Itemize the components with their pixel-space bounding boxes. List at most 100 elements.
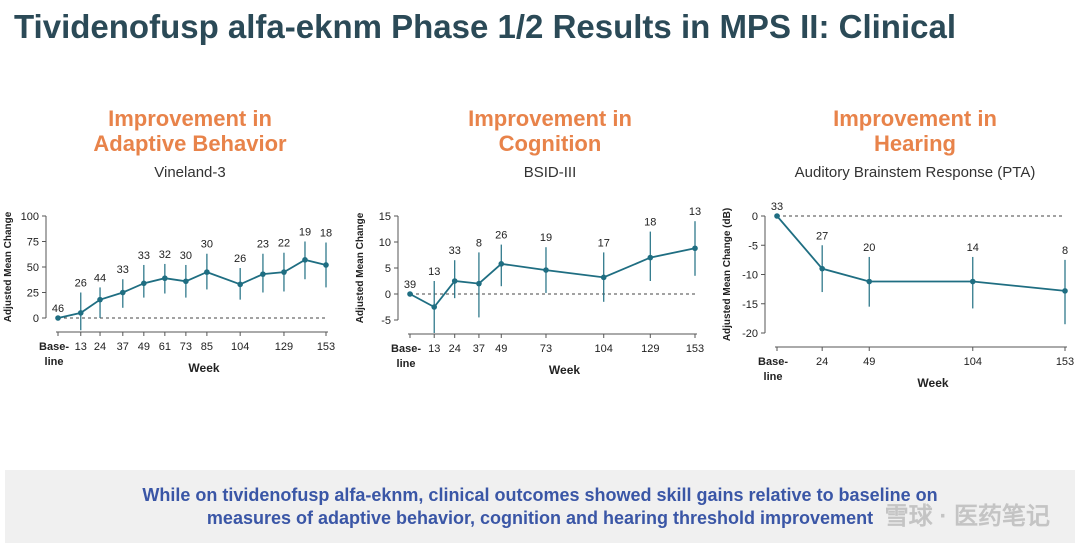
y-axis-title: Adjusted Mean Change (dB) — [722, 208, 733, 341]
x-tick-label: 49 — [863, 356, 875, 368]
series-line — [57, 258, 327, 319]
data-point — [162, 275, 168, 282]
data-point — [183, 278, 189, 285]
data-point — [969, 278, 976, 285]
series-line — [776, 215, 1066, 292]
n-label: 33 — [117, 264, 129, 276]
x-tick-label: 13 — [428, 343, 440, 355]
n-label: 19 — [299, 227, 311, 239]
n-label: 26 — [495, 230, 507, 242]
x-tick-label: 129 — [275, 341, 293, 353]
x-tick-label: 24 — [94, 341, 106, 353]
footer-banner: While on tividenofusp alfa-eknm, clinica… — [5, 470, 1075, 543]
data-point — [774, 213, 780, 219]
x-tick-label: 73 — [540, 343, 552, 355]
n-label: 46 — [52, 303, 64, 315]
panel-hearing-heading: Improvement in Hearing Auditory Brainste… — [755, 106, 1075, 181]
y-tick-label: 5 — [385, 263, 391, 275]
x-tick-label: 61 — [159, 341, 171, 353]
y-tick-label: -20 — [742, 328, 758, 340]
data-point — [120, 289, 126, 296]
x-tick-label: 104 — [231, 341, 249, 353]
x-tick-label: Base- — [391, 343, 421, 355]
n-label: 30 — [180, 250, 192, 262]
x-tick-label: 153 — [686, 343, 704, 355]
y-tick-label: 0 — [385, 289, 391, 301]
x-tick-label: Base- — [758, 356, 788, 368]
x-tick-label: Base- — [39, 341, 69, 353]
y-tick-label: -5 — [381, 315, 391, 327]
x-tick-label: 73 — [180, 341, 192, 353]
footer-line2: measures of adaptive behavior, cognition… — [206, 508, 874, 528]
n-label: 33 — [771, 201, 783, 213]
footer-text: While on tividenofusp alfa-eknm, clinica… — [5, 484, 1075, 530]
n-label: 8 — [1062, 245, 1068, 257]
data-point — [204, 269, 210, 275]
y-tick-label: 15 — [379, 211, 391, 223]
heading-line2: Adaptive Behavior — [93, 131, 287, 156]
data-point — [692, 245, 698, 252]
x-axis-title: Week — [188, 361, 219, 375]
n-label: 19 — [540, 232, 552, 244]
data-point — [647, 254, 654, 261]
y-tick-label: 0 — [752, 211, 758, 223]
n-label: 18 — [320, 228, 332, 240]
x-tick-label: 13 — [75, 341, 87, 353]
panel-subtitle: Auditory Brainstem Response (PTA) — [794, 164, 1036, 181]
n-label: 17 — [598, 237, 610, 249]
y-axis-title: Adjusted Mean Change — [3, 211, 14, 322]
y-tick-label: 10 — [379, 237, 391, 249]
x-tick-label: 49 — [495, 343, 507, 355]
panel-subtitle: BSID-III — [523, 164, 577, 181]
x-tick-label: 104 — [964, 356, 982, 368]
x-tick-label: line — [45, 356, 64, 368]
y-axis-title: Adjusted Mean Change — [355, 212, 366, 323]
data-point — [431, 304, 438, 310]
n-label: 27 — [816, 230, 828, 242]
y-tick-label: 75 — [27, 237, 39, 249]
x-tick-label: 153 — [317, 341, 335, 353]
data-point — [323, 262, 329, 268]
panel-cognition-heading: Improvement in Cognition BSID-III — [420, 106, 680, 181]
y-tick-label: -5 — [748, 240, 758, 252]
data-point — [302, 257, 308, 263]
data-point — [451, 278, 458, 284]
n-label: 26 — [75, 278, 87, 290]
data-point — [600, 274, 607, 281]
data-point — [543, 267, 549, 273]
data-point — [55, 315, 61, 321]
x-tick-label: 104 — [595, 343, 613, 355]
n-label: 20 — [863, 242, 875, 254]
data-point — [498, 261, 505, 267]
heading-line2: Hearing — [874, 131, 956, 156]
n-label: 33 — [449, 245, 461, 257]
n-label: 13 — [428, 266, 440, 278]
n-label: 33 — [138, 250, 150, 262]
x-tick-label: line — [397, 358, 416, 370]
x-tick-label: 129 — [641, 343, 659, 355]
slide-title: Tividenofusp alfa-eknm Phase 1/2 Results… — [14, 8, 956, 45]
data-point — [407, 291, 413, 297]
data-point — [260, 271, 266, 277]
watermark: 雪球 · 医药笔记 — [884, 503, 1050, 530]
x-tick-label: 24 — [449, 343, 461, 355]
x-tick-label: 49 — [138, 341, 150, 353]
n-label: 18 — [644, 217, 656, 229]
data-point — [237, 281, 243, 288]
x-tick-label: 153 — [1056, 356, 1074, 368]
n-label: 26 — [234, 253, 246, 265]
y-tick-label: 100 — [21, 211, 39, 223]
y-tick-label: 50 — [27, 262, 39, 274]
heading-line1: Improvement in — [833, 106, 997, 131]
panel-adaptive-heading: Improvement in Adaptive Behavior Vinelan… — [60, 106, 320, 181]
x-tick-label: 85 — [201, 341, 213, 353]
data-point — [819, 265, 825, 272]
chart-adaptive-behavior: 0 25 50 75 100 Adjusted Mean Change Base-line 1… — [3, 211, 335, 375]
x-tick-label: 24 — [816, 356, 828, 368]
x-tick-label: line — [764, 371, 783, 383]
n-label: 30 — [201, 239, 213, 251]
x-axis-title: Week — [549, 363, 580, 377]
x-axis-title: Week — [917, 376, 948, 390]
y-tick-label: -15 — [742, 299, 758, 311]
heading-line1: Improvement in — [108, 106, 272, 131]
